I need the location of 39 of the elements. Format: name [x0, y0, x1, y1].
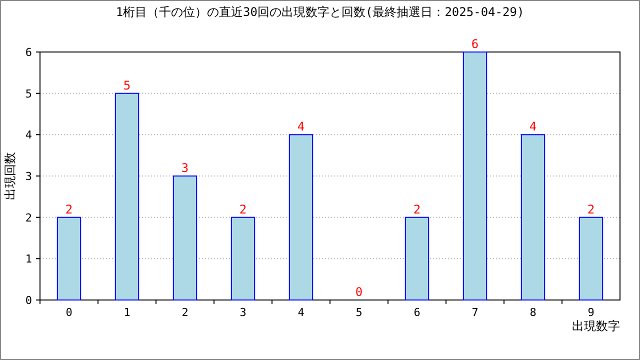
data-label: 2 [239, 202, 247, 216]
bar [404, 216, 430, 300]
x-tick-label: 4 [298, 306, 305, 319]
bar [114, 92, 140, 300]
bar [56, 216, 82, 300]
data-label: 2 [413, 202, 421, 216]
y-tick-label: 2 [25, 211, 32, 224]
x-axis-title: 出現数字 [572, 319, 620, 333]
data-label: 5 [123, 78, 131, 92]
x-tick-label: 9 [588, 306, 594, 319]
chart-title: 1桁目（千の位）の直近30回の出現数字と回数(最終抽選日：2025-04-29) [116, 5, 524, 19]
data-label: 2 [587, 202, 595, 216]
data-label: 0 [355, 285, 363, 299]
x-tick-label: 7 [472, 306, 478, 319]
bar [462, 52, 488, 300]
data-label: 4 [297, 120, 305, 134]
bar [520, 134, 546, 300]
bar [230, 216, 256, 300]
x-tick-label: 0 [66, 306, 72, 319]
x-tick-label: 5 [356, 306, 362, 319]
bar [172, 176, 198, 300]
bar [288, 134, 314, 300]
y-tick-label: 5 [25, 87, 32, 100]
y-tick-label: 3 [25, 170, 32, 183]
y-tick-label: 0 [25, 294, 32, 307]
data-label: 3 [181, 161, 189, 175]
y-tick-label: 1 [25, 252, 32, 266]
y-tick-label: 4 [25, 128, 32, 142]
x-tick-label: 6 [414, 306, 420, 319]
data-label: 6 [471, 37, 479, 51]
x-tick-label: 1 [124, 306, 130, 319]
y-tick-label: 6 [25, 46, 32, 59]
x-tick-label: 8 [530, 306, 536, 319]
x-tick-label: 2 [182, 306, 188, 319]
data-label: 2 [65, 202, 73, 216]
y-axis-title: 出現回数 [3, 152, 17, 200]
data-label: 4 [529, 120, 537, 134]
x-tick-label: 3 [240, 306, 246, 319]
bar [578, 216, 604, 300]
